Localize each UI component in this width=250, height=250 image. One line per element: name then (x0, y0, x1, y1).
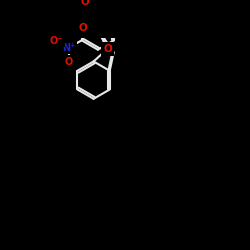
Text: O⁻: O⁻ (50, 36, 63, 46)
Text: O: O (64, 57, 73, 67)
Text: O: O (80, 0, 89, 7)
Text: O: O (103, 44, 112, 54)
Text: N⁺: N⁺ (62, 43, 76, 53)
Text: O: O (78, 23, 87, 33)
